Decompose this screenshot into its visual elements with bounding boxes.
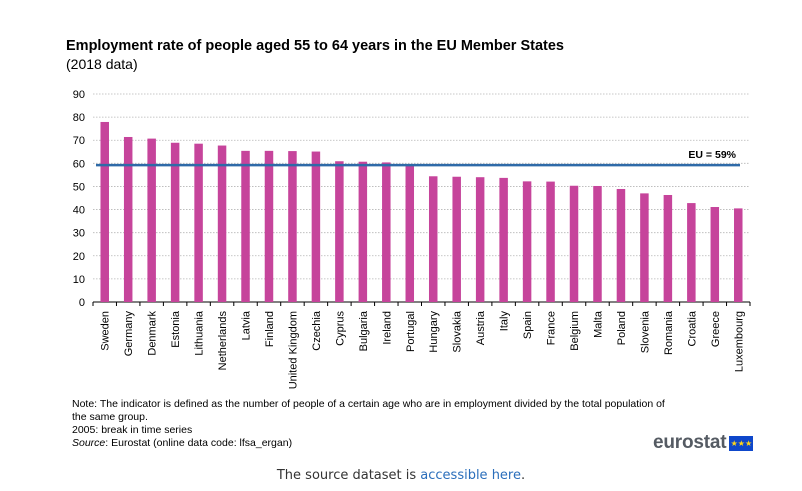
bar-chart: 0 10 20 30 40 50 60 70 80 90 EU = 59% Sweden Germa…	[73, 89, 751, 389]
source-text: : Eurostat (online data code: lfsa_ergan…	[105, 437, 293, 449]
chart-subtitle: (2018 data)	[66, 56, 138, 72]
bar-germany	[123, 136, 133, 302]
x-tick-label: United Kingdom	[287, 311, 299, 389]
bar-portugal	[405, 165, 415, 302]
logo-text: eurostat	[653, 432, 727, 453]
bar-romania	[663, 194, 673, 302]
source-label: Source	[72, 437, 106, 449]
x-tick-label: Netherlands	[217, 311, 229, 371]
y-tick-label: 0	[79, 297, 85, 309]
eu-flag-icon: ★★★	[729, 435, 754, 451]
x-tick-label: Bulgaria	[358, 310, 370, 351]
bar-france	[546, 181, 555, 302]
gridlines	[92, 93, 751, 306]
bar-finland	[264, 150, 274, 302]
bar-netherlands	[217, 145, 227, 302]
x-tick-label: Ireland	[381, 311, 393, 345]
y-tick-label: 40	[73, 205, 85, 217]
dataset-link[interactable]: accessible here	[420, 468, 521, 483]
y-tick-label: 60	[73, 158, 85, 170]
chart-title: Employment rate of people aged 55 to 64 …	[66, 38, 564, 54]
x-tick-label: Romania	[663, 310, 675, 355]
x-tick-label: France	[546, 311, 558, 345]
x-tick-label: Finland	[264, 311, 276, 347]
bar-czechia	[311, 151, 321, 302]
x-tick-label: Portugal	[405, 311, 417, 352]
x-tick-label: Estonia	[170, 310, 182, 348]
footer-prefix: The source dataset is	[276, 468, 421, 483]
x-tick-label: Cyprus	[334, 311, 346, 346]
y-tick-label: 80	[73, 112, 85, 124]
y-tick-label: 10	[73, 274, 85, 286]
bar-greece	[710, 207, 720, 302]
bar-ireland	[382, 162, 391, 302]
x-tick-label: Luxembourg	[733, 311, 745, 372]
bar-denmark	[147, 138, 156, 302]
bar-spain	[522, 181, 532, 302]
bar-latvia	[241, 150, 250, 302]
x-tick-label: Denmark	[147, 311, 159, 356]
x-tick-label: Germany	[123, 311, 135, 357]
x-tick-label: Italy	[499, 311, 511, 332]
bar-belgium	[569, 185, 579, 302]
bar-hungary	[428, 176, 438, 302]
bar-cyprus	[335, 161, 344, 302]
y-tick-label: 70	[73, 135, 85, 147]
footer: The source dataset is accessible here.	[0, 468, 802, 483]
y-tick-label: 90	[73, 89, 85, 101]
x-tick-label: Greece	[710, 311, 722, 347]
x-tick-label: Czechia	[311, 310, 323, 351]
bar-croatia	[687, 203, 696, 302]
x-tick-label: Austria	[475, 310, 487, 345]
eu-average-label: EU = 59%	[688, 149, 736, 161]
x-tick-label: Sweden	[100, 311, 112, 351]
y-axis-ticks: 0 10 20 30 40 50 60 70 80 90	[73, 89, 85, 309]
x-tick-label: Slovakia	[452, 310, 464, 352]
bar-italy	[499, 177, 508, 302]
bars	[100, 121, 743, 302]
y-tick-label: 20	[73, 251, 85, 263]
x-tick-label: Croatia	[686, 310, 698, 346]
bar-slovenia	[640, 193, 649, 302]
bar-austria	[475, 177, 485, 302]
x-tick-label: Latvia	[241, 310, 253, 340]
x-tick-label: Belgium	[569, 311, 581, 351]
bar-sweden	[100, 121, 109, 302]
eurostat-logo: eurostat ★★★	[653, 432, 754, 453]
source-note: Source: Eurostat (online data code: lfsa…	[72, 437, 292, 450]
bar-bulgaria	[358, 161, 368, 302]
y-tick-label: 50	[73, 181, 85, 193]
x-tick-label: Slovenia	[639, 310, 651, 353]
x-tick-label: Poland	[616, 311, 628, 345]
bar-lithuania	[194, 143, 203, 302]
bar-malta	[593, 185, 602, 302]
x-tick-label: Lithuania	[194, 310, 206, 356]
bar-united-kingdom	[288, 151, 297, 302]
reference-line-group: EU = 59%	[96, 149, 740, 167]
bar-poland	[616, 188, 626, 302]
y-tick-label: 30	[73, 228, 85, 240]
footer-suffix: .	[521, 468, 526, 483]
note-text: Note: The indicator is defined as the nu…	[72, 398, 665, 423]
break-note: 2005: break in time series	[72, 424, 193, 436]
x-axis-labels: Sweden Germany Denmark Estonia Lithuania Neth…	[100, 310, 746, 389]
bar-slovakia	[452, 176, 461, 302]
bar-estonia	[170, 142, 180, 302]
bar-luxembourg	[734, 208, 743, 302]
x-tick-label: Malta	[592, 310, 604, 338]
x-tick-label: Spain	[522, 311, 534, 339]
x-tick-label: Hungary	[428, 311, 440, 353]
